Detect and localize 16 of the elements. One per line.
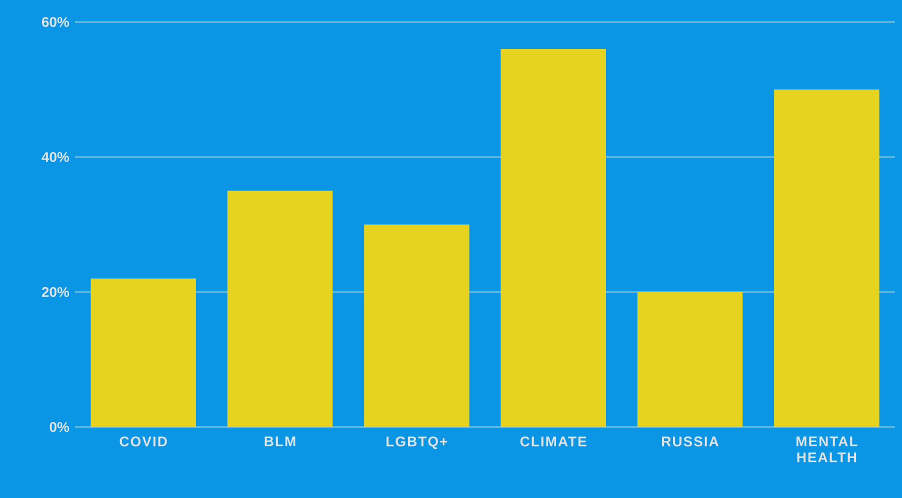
x-tick-label: MENTAL HEALTH xyxy=(796,436,858,462)
x-tick-label: RUSSIA xyxy=(662,436,719,446)
bar xyxy=(227,190,333,427)
bar xyxy=(637,292,743,427)
bar xyxy=(90,278,196,427)
bar xyxy=(364,224,470,427)
y-tick-label: 40% xyxy=(42,152,70,162)
y-tick-label: 0% xyxy=(50,422,70,432)
bar xyxy=(774,90,880,427)
x-tick-label: COVID xyxy=(120,436,167,446)
y-tick-label: 60% xyxy=(42,17,70,27)
x-tick-label: LGBTQ+ xyxy=(386,436,448,450)
bar xyxy=(500,49,606,427)
y-tick-label: 20% xyxy=(42,287,70,297)
x-tick-label: CLIMATE xyxy=(520,436,586,446)
x-tick-label: BLM xyxy=(264,436,296,446)
